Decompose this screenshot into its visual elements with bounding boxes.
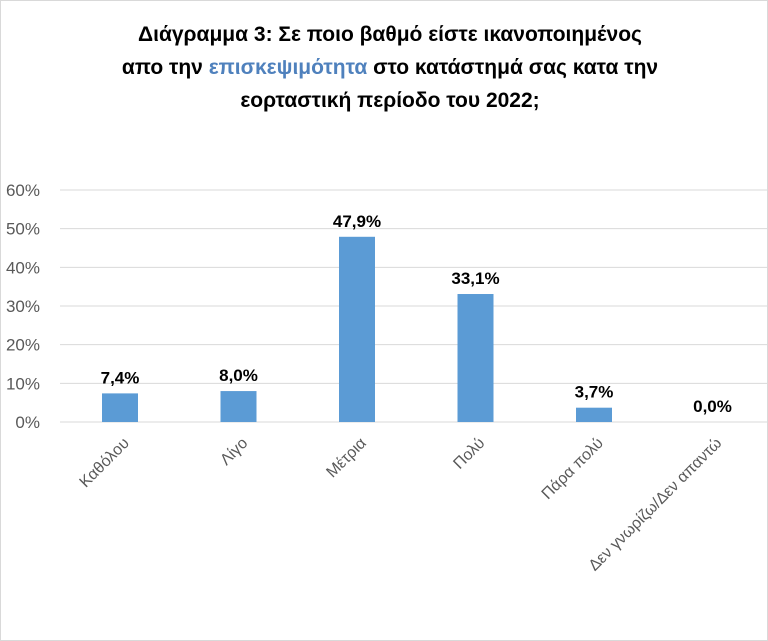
data-label: 33,1% xyxy=(451,269,499,288)
y-tick-label: 20% xyxy=(6,336,40,355)
category-label: Μέτρια xyxy=(323,435,369,481)
title-line-3: εορταστική περίοδο του 2022; xyxy=(240,89,540,112)
bar xyxy=(576,407,612,422)
category-label: Δεν γνωρίζω/Δεν απαντώ xyxy=(586,435,726,575)
title-line-1: Διάγραμμα 3: Σε ποιο βαθμό είστε ικανοπο… xyxy=(138,23,642,46)
data-label: 47,9% xyxy=(333,212,381,231)
title-line-2: απο την επισκεψιμότητα στο κατάστημά σας… xyxy=(40,51,740,84)
data-label: 7,4% xyxy=(101,368,140,387)
bar xyxy=(102,393,138,422)
data-label: 3,7% xyxy=(575,383,614,402)
y-tick-label: 10% xyxy=(6,374,40,393)
y-tick-label: 50% xyxy=(6,220,40,239)
data-label: 0,0% xyxy=(693,397,732,416)
category-label: Καθόλου xyxy=(77,435,133,491)
title-line-2-pre: απο την xyxy=(121,56,209,79)
title-line-2-post: στο κατάστημά σας κατα την xyxy=(367,56,659,79)
bar xyxy=(339,236,375,422)
y-tick-label: 40% xyxy=(6,258,40,277)
data-label: 8,0% xyxy=(219,366,258,385)
category-label: Λίγο xyxy=(217,435,251,469)
bar xyxy=(457,294,494,422)
y-tick-label: 60% xyxy=(6,181,40,200)
title-highlight: επισκεψιμότητα xyxy=(208,56,368,79)
category-label: Πολύ xyxy=(450,435,488,473)
bar xyxy=(220,391,257,422)
category-label: Πάρα πολύ xyxy=(539,435,607,503)
y-tick-label: 30% xyxy=(6,297,40,316)
chart-title: Διάγραμμα 3: Σε ποιο βαθμό είστε ικανοπο… xyxy=(40,18,740,117)
y-tick-label: 0% xyxy=(15,413,40,432)
